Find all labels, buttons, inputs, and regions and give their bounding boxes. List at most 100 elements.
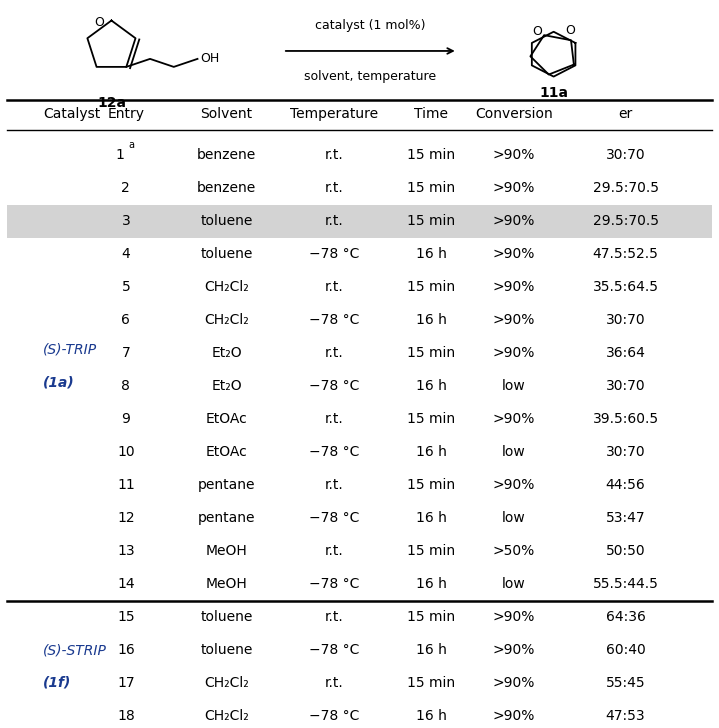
Text: 12a: 12a: [97, 96, 126, 110]
Text: 16: 16: [117, 643, 134, 657]
Text: 16 h: 16 h: [416, 511, 446, 525]
Text: 15 min: 15 min: [408, 544, 455, 558]
Text: −78 °C: −78 °C: [309, 445, 360, 459]
Text: 18: 18: [117, 709, 134, 723]
Text: >90%: >90%: [493, 709, 535, 723]
Text: CH₂Cl₂: CH₂Cl₂: [204, 709, 249, 723]
Text: low: low: [502, 511, 526, 525]
Text: pentane: pentane: [198, 478, 255, 492]
Text: −78 °C: −78 °C: [309, 577, 360, 591]
Text: 50:50: 50:50: [605, 544, 646, 558]
Text: 11: 11: [117, 478, 134, 492]
Text: catalyst (1 mol%): catalyst (1 mol%): [315, 19, 426, 32]
Text: O: O: [94, 17, 104, 29]
Text: Entry: Entry: [107, 107, 145, 121]
Text: 35.5:64.5: 35.5:64.5: [592, 280, 659, 294]
Text: 8: 8: [122, 379, 130, 393]
Text: 44:56: 44:56: [605, 478, 646, 492]
Text: 47:53: 47:53: [605, 709, 646, 723]
Text: MeOH: MeOH: [206, 577, 247, 591]
Text: 11a: 11a: [539, 86, 568, 100]
Text: 2: 2: [122, 181, 130, 195]
Text: r.t.: r.t.: [325, 214, 344, 228]
Text: >90%: >90%: [493, 181, 535, 195]
Text: 14: 14: [117, 577, 134, 591]
Text: 30:70: 30:70: [605, 379, 646, 393]
Text: 16 h: 16 h: [416, 643, 446, 657]
Text: (1f): (1f): [43, 676, 71, 690]
Text: 29.5:70.5: 29.5:70.5: [592, 214, 659, 228]
Text: >90%: >90%: [493, 214, 535, 228]
Text: CH₂Cl₂: CH₂Cl₂: [204, 676, 249, 690]
Text: benzene: benzene: [197, 148, 256, 162]
Text: >90%: >90%: [493, 280, 535, 294]
Text: 30:70: 30:70: [605, 313, 646, 327]
Text: 13: 13: [117, 544, 134, 558]
Text: OH: OH: [201, 52, 220, 66]
Text: a: a: [129, 140, 134, 150]
Text: 55:45: 55:45: [605, 676, 646, 690]
Text: (S)-STRIP: (S)-STRIP: [43, 643, 107, 657]
Text: Time: Time: [414, 107, 449, 121]
Text: 6: 6: [122, 313, 130, 327]
Text: 60:40: 60:40: [605, 643, 646, 657]
Text: >90%: >90%: [493, 643, 535, 657]
Text: 9: 9: [122, 412, 130, 426]
Text: 15 min: 15 min: [408, 478, 455, 492]
Text: 1: 1: [116, 148, 124, 162]
Text: 16 h: 16 h: [416, 577, 446, 591]
Text: −78 °C: −78 °C: [309, 247, 360, 261]
Text: r.t.: r.t.: [325, 676, 344, 690]
Text: 15 min: 15 min: [408, 412, 455, 426]
Text: toluene: toluene: [201, 214, 252, 228]
Text: 15 min: 15 min: [408, 610, 455, 624]
Text: CH₂Cl₂: CH₂Cl₂: [204, 280, 249, 294]
Text: Et₂O: Et₂O: [211, 379, 242, 393]
Text: r.t.: r.t.: [325, 412, 344, 426]
Text: Temperature: Temperature: [290, 107, 378, 121]
Text: 16 h: 16 h: [416, 247, 446, 261]
Text: >50%: >50%: [493, 544, 535, 558]
Text: 15: 15: [117, 610, 134, 624]
Text: 15 min: 15 min: [408, 676, 455, 690]
Text: r.t.: r.t.: [325, 544, 344, 558]
Text: 16 h: 16 h: [416, 313, 446, 327]
Text: 15 min: 15 min: [408, 148, 455, 162]
Text: benzene: benzene: [197, 181, 256, 195]
Text: r.t.: r.t.: [325, 280, 344, 294]
Text: 7: 7: [122, 346, 130, 360]
Text: low: low: [502, 577, 526, 591]
Text: 3: 3: [122, 214, 130, 228]
Text: O: O: [565, 23, 574, 36]
Text: er: er: [618, 107, 633, 121]
Text: 4: 4: [122, 247, 130, 261]
Text: 17: 17: [117, 676, 134, 690]
Text: 15 min: 15 min: [408, 214, 455, 228]
Text: Conversion: Conversion: [475, 107, 553, 121]
Text: 30:70: 30:70: [605, 445, 646, 459]
Text: Et₂O: Et₂O: [211, 346, 242, 360]
Text: 16 h: 16 h: [416, 379, 446, 393]
Text: r.t.: r.t.: [325, 478, 344, 492]
Text: 10: 10: [117, 445, 134, 459]
Text: >90%: >90%: [493, 478, 535, 492]
Text: 5: 5: [122, 280, 130, 294]
Text: −78 °C: −78 °C: [309, 643, 360, 657]
Text: 15 min: 15 min: [408, 280, 455, 294]
Text: 15 min: 15 min: [408, 181, 455, 195]
Text: −78 °C: −78 °C: [309, 313, 360, 327]
Text: >90%: >90%: [493, 313, 535, 327]
Text: EtOAc: EtOAc: [206, 412, 247, 426]
Text: 47.5:52.5: 47.5:52.5: [592, 247, 659, 261]
Text: r.t.: r.t.: [325, 346, 344, 360]
Text: >90%: >90%: [493, 412, 535, 426]
Text: 36:64: 36:64: [605, 346, 646, 360]
Text: −78 °C: −78 °C: [309, 709, 360, 723]
Text: 39.5:60.5: 39.5:60.5: [592, 412, 659, 426]
Text: (S)-TRIP: (S)-TRIP: [43, 343, 97, 357]
Text: >90%: >90%: [493, 610, 535, 624]
Text: r.t.: r.t.: [325, 610, 344, 624]
Text: (1a): (1a): [43, 376, 75, 389]
Text: MeOH: MeOH: [206, 544, 247, 558]
Text: toluene: toluene: [201, 643, 252, 657]
